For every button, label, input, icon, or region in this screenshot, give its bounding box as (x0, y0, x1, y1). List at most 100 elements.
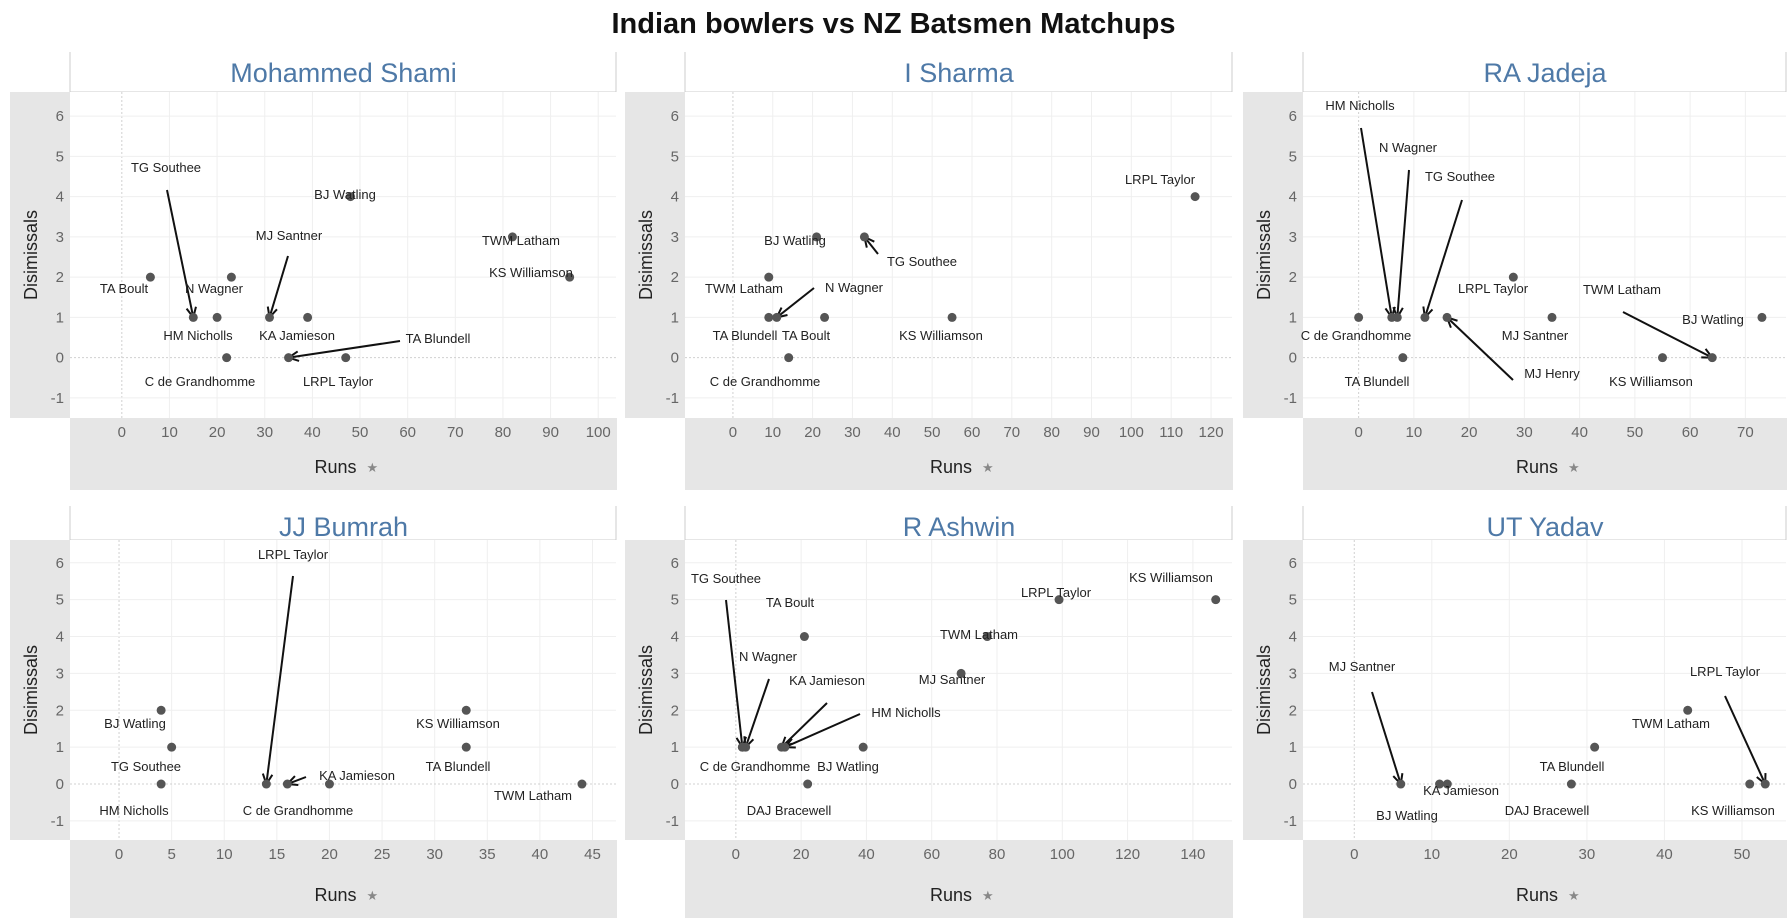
callout-arrow (744, 678, 770, 748)
point-label-twm-latham: TWM Latham (482, 233, 560, 248)
x-tick-label: 70 (1737, 424, 1754, 441)
data-point-ka-jamieson (1442, 779, 1452, 789)
data-point-n-wagner (772, 312, 782, 322)
x-axis-strip (1303, 418, 1787, 490)
point-label-hm-nicholls: HM Nicholls (871, 705, 941, 720)
x-tick-label: 40 (304, 424, 321, 441)
point-label-tg-southee: TG Southee (1425, 169, 1495, 184)
x-tick-label: 10 (161, 424, 178, 441)
callout-arrow (288, 340, 401, 359)
data-point-ka-jamieson (282, 779, 292, 789)
x-tick-label: 20 (1501, 846, 1518, 863)
point-label-ta-boult: TA Boult (782, 328, 831, 343)
panel-title: R Ashwin (903, 512, 1016, 542)
panel-title: JJ Bumrah (279, 512, 408, 542)
y-tick-label: 6 (1289, 108, 1297, 125)
x-tick-label: 70 (447, 424, 464, 441)
x-tick-label: 5 (167, 846, 175, 863)
point-label-ta-blundell: TA Blundell (406, 331, 471, 346)
data-point-twm-latham (577, 779, 587, 789)
x-tick-label: 10 (216, 846, 233, 863)
x-axis-strip (70, 418, 617, 490)
data-point-bj-watling (812, 232, 822, 242)
x-tick-label: 40 (858, 846, 875, 863)
point-label-lrpl-taylor: LRPL Taylor (1021, 585, 1092, 600)
point-label-bj-watling: BJ Watling (104, 716, 166, 731)
data-point-daj-bracewell (1566, 779, 1576, 789)
x-tick-label: 0 (118, 424, 126, 441)
data-point-twm-latham (1707, 353, 1717, 363)
x-tick-label: 50 (352, 424, 369, 441)
data-point-bj-watling (156, 705, 166, 715)
point-label-n-wagner: N Wagner (185, 281, 244, 296)
point-label-n-wagner: N Wagner (825, 280, 884, 295)
point-label-bj-watling: BJ Watling (817, 759, 879, 774)
data-point-tg-southee (188, 312, 198, 322)
data-point-ks-williamson (565, 272, 575, 282)
callout-arrow (166, 189, 195, 318)
data-point-c-de-grandhomme (324, 779, 334, 789)
plot-area (685, 540, 1232, 840)
callout-arrow (784, 713, 861, 749)
data-point-mj-santner (265, 312, 275, 322)
x-tick-label: 30 (1579, 846, 1596, 863)
y-tick-label: 4 (1289, 629, 1297, 646)
point-label-ka-jamieson: KA Jamieson (319, 768, 395, 783)
point-label-mj-santner: MJ Santner (1502, 328, 1569, 343)
y-tick-label: 6 (671, 108, 679, 125)
point-label-lrpl-taylor: LRPL Taylor (1690, 664, 1761, 679)
callout-arrow (1396, 169, 1410, 318)
x-tick-label: 20 (321, 846, 338, 863)
x-tick-label: 60 (1682, 424, 1699, 441)
y-axis-strip (1243, 92, 1303, 418)
point-label-ta-boult: TA Boult (100, 281, 149, 296)
y-tick-label: 3 (671, 665, 679, 682)
plot-area (70, 92, 616, 418)
y-axis-label: Disimissals (1254, 645, 1274, 735)
data-point-ks-williamson (947, 312, 957, 322)
callout-arrow (1360, 127, 1393, 318)
y-tick-label: 1 (56, 309, 64, 326)
y-tick-label: 5 (56, 592, 64, 609)
point-label-lrpl-taylor: LRPL Taylor (258, 547, 329, 562)
point-label-mj-santner: MJ Santner (919, 672, 986, 687)
point-label-mj-santner: MJ Santner (1329, 659, 1396, 674)
y-tick-label: 0 (671, 350, 679, 367)
point-label-bj-watling: BJ Watling (1682, 312, 1744, 327)
y-tick-label: 6 (56, 555, 64, 572)
point-label-c-de-grandhomme: C de Grandhomme (700, 759, 811, 774)
x-tick-label: 0 (115, 846, 123, 863)
x-tick-label: 120 (1115, 846, 1140, 863)
panel-i-sharma: I Sharma 0 10 20 30 40 50 60 70 80 90 100 110 120 -1 0 1… (625, 52, 1233, 490)
y-axis-strip (10, 540, 70, 840)
data-point-ks-williamson (1211, 595, 1221, 605)
y-tick-label: 0 (1289, 776, 1297, 793)
point-label-n-wagner: N Wagner (1379, 140, 1438, 155)
y-tick-label: 2 (1289, 269, 1297, 286)
y-tick-label: 1 (56, 739, 64, 756)
callout-arrow (1446, 316, 1514, 381)
y-tick-label: 0 (671, 776, 679, 793)
point-label-lrpl-taylor: LRPL Taylor (1458, 281, 1529, 296)
x-tick-label: 100 (586, 424, 611, 441)
data-point-ta-blundell (1398, 353, 1408, 363)
data-point-twm-latham (982, 632, 992, 642)
y-tick-label: 4 (56, 629, 64, 646)
data-point-mj-santner (956, 668, 966, 678)
point-label-c-de-grandhomme: C de Grandhomme (1301, 328, 1412, 343)
point-label-bj-watling: BJ Watling (764, 233, 826, 248)
x-tick-label: 15 (269, 846, 286, 863)
x-axis-label: Runs (930, 885, 972, 905)
data-point-n-wagner (226, 272, 236, 282)
data-point-lrpl-taylor (341, 353, 351, 363)
x-tick-label: 40 (1656, 846, 1673, 863)
data-point-bj-watling (346, 192, 355, 202)
y-tick-label: 5 (671, 148, 679, 165)
y-axis-label: Disimissals (636, 210, 656, 300)
point-label-c-de-grandhomme: C de Grandhomme (243, 803, 354, 818)
panel-ut-yadav: UT Yadav 0 10 20 30 40 50 -1 0 1 2 3 4 5 6 Runs Disimiss… (1243, 506, 1787, 918)
data-point-bj-watling (1757, 312, 1767, 322)
callout-arrow (1622, 311, 1713, 359)
data-point-daj-bracewell (803, 779, 813, 789)
